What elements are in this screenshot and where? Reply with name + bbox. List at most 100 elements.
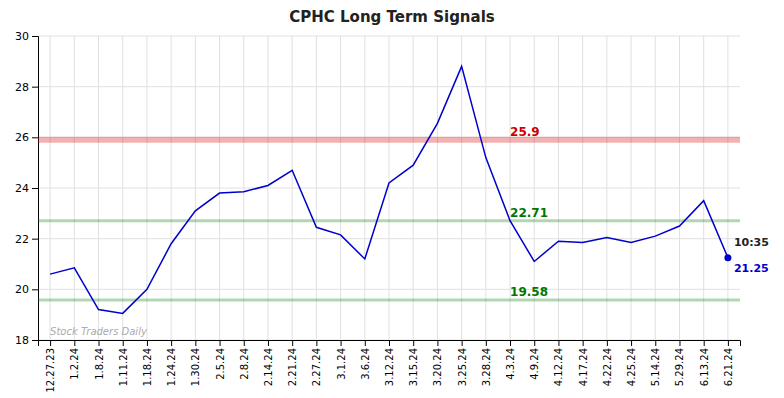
chart-svg: CPHC Long Term Signals1820222426283012.2… [0,0,784,398]
x-tick-mark [704,340,705,346]
reference-line [38,298,740,301]
x-grid-line [292,36,293,340]
x-tick-mark [486,340,487,346]
x-tick-mark [147,340,148,346]
y-axis-line [32,37,39,341]
x-tick-mark [655,340,656,346]
x-grid-line [727,36,728,340]
x-tick-label: 4.12.24 [553,348,564,386]
x-tick-mark [99,340,100,346]
x-tick-mark [534,340,535,346]
x-tick: 3.12.24 [384,340,395,386]
x-tick-mark [413,340,414,346]
x-tick-mark [220,340,221,346]
y-tick: 24 [15,182,38,195]
x-tick: 5.14.24 [650,340,661,386]
x-axis-line [39,341,741,347]
x-grid-line [389,36,390,340]
x-grid-line [340,36,341,340]
y-tick-label: 18 [15,334,29,347]
x-tick-mark [50,340,51,346]
annotation: 21.25 [734,262,769,275]
y-tick: 20 [15,283,38,296]
x-tick: 12.27.23 [45,340,56,393]
x-tick: 4.25.24 [626,340,637,386]
x-tick-label: 6.21.24 [723,348,734,386]
x-tick-label: 2.8.24 [239,348,250,380]
x-tick-mark [728,340,729,346]
x-tick-label: 1.11.24 [118,348,129,386]
y-tick-label: 24 [15,182,29,195]
x-tick-label: 3.1.24 [336,348,347,380]
x-tick: 3.25.24 [457,340,468,386]
x-tick-mark [316,340,317,346]
x-grid-line [655,36,656,340]
x-tick: 4.22.24 [602,340,613,386]
grid [38,36,740,340]
x-tick-label: 6.13.24 [699,348,710,386]
x-tick: 4.3.24 [505,340,516,380]
x-grid-line [74,36,75,340]
x-tick-label: 3.20.24 [432,348,443,386]
reference-label: 22.71 [510,206,548,220]
x-tick-mark [268,340,269,346]
y-tick-label: 28 [15,81,29,94]
x-tick-label: 12.27.23 [45,348,56,393]
x-tick: 2.14.24 [263,340,274,386]
x-tick-label: 1.8.24 [94,348,105,380]
x-tick-label: 3.12.24 [384,348,395,386]
x-grid-line [146,36,147,340]
x-tick-mark [583,340,584,346]
y-tick: 28 [15,81,38,94]
x-tick-label: 5.14.24 [650,348,661,386]
x-tick: 4.12.24 [553,340,564,386]
x-tick-mark [437,340,438,346]
x-tick-label: 4.9.24 [529,348,540,380]
x-tick-mark [679,340,680,346]
y-tick-mark [32,239,38,240]
x-tick-label: 3.28.24 [481,348,492,386]
x-tick-mark [341,340,342,346]
x-tick: 6.21.24 [723,340,734,386]
x-grid-line [195,36,196,340]
x-tick-label: 4.3.24 [505,348,516,380]
x-grid-line [461,36,462,340]
x-tick: 1.2.24 [69,340,80,380]
x-tick: 1.8.24 [94,340,105,380]
marks [38,66,740,313]
x-grid-line [122,36,123,340]
y-tick-mark [32,188,38,189]
x-grid-line [50,36,51,340]
x-tick: 4.9.24 [529,340,540,380]
x-tick: 3.20.24 [432,340,443,386]
x-tick-label: 3.15.24 [408,348,419,386]
x-tick: 2.5.24 [215,340,226,380]
x-tick-mark [510,340,511,346]
x-tick-mark [195,340,196,346]
x-tick-label: 3.6.24 [360,348,371,380]
x-tick-mark [558,340,559,346]
x-grid-line [219,36,220,340]
y-tick-mark [32,87,38,88]
x-tick: 4.17.24 [578,340,589,386]
x-tick-label: 1.24.24 [166,348,177,386]
reference-line [38,137,740,143]
x-grid-line [364,36,365,340]
x-tick-label: 1.18.24 [142,348,153,386]
annotation: 10:35 [734,236,769,249]
y-tick-mark [32,137,38,138]
x-tick-label: 2.27.24 [311,348,322,386]
y-tick: 26 [15,131,38,144]
x-tick-label: 4.17.24 [578,348,589,386]
x-grid-line [267,36,268,340]
x-tick: 2.8.24 [239,340,250,380]
x-tick-mark [607,340,608,346]
x-tick-mark [365,340,366,346]
last-point [724,254,731,261]
x-tick-label: 2.14.24 [263,348,274,386]
x-grid-line [485,36,486,340]
reference-label: 25.9 [510,125,540,139]
y-tick-label: 20 [15,283,29,296]
y-tick: 22 [15,233,38,246]
x-tick-label: 4.22.24 [602,348,613,386]
